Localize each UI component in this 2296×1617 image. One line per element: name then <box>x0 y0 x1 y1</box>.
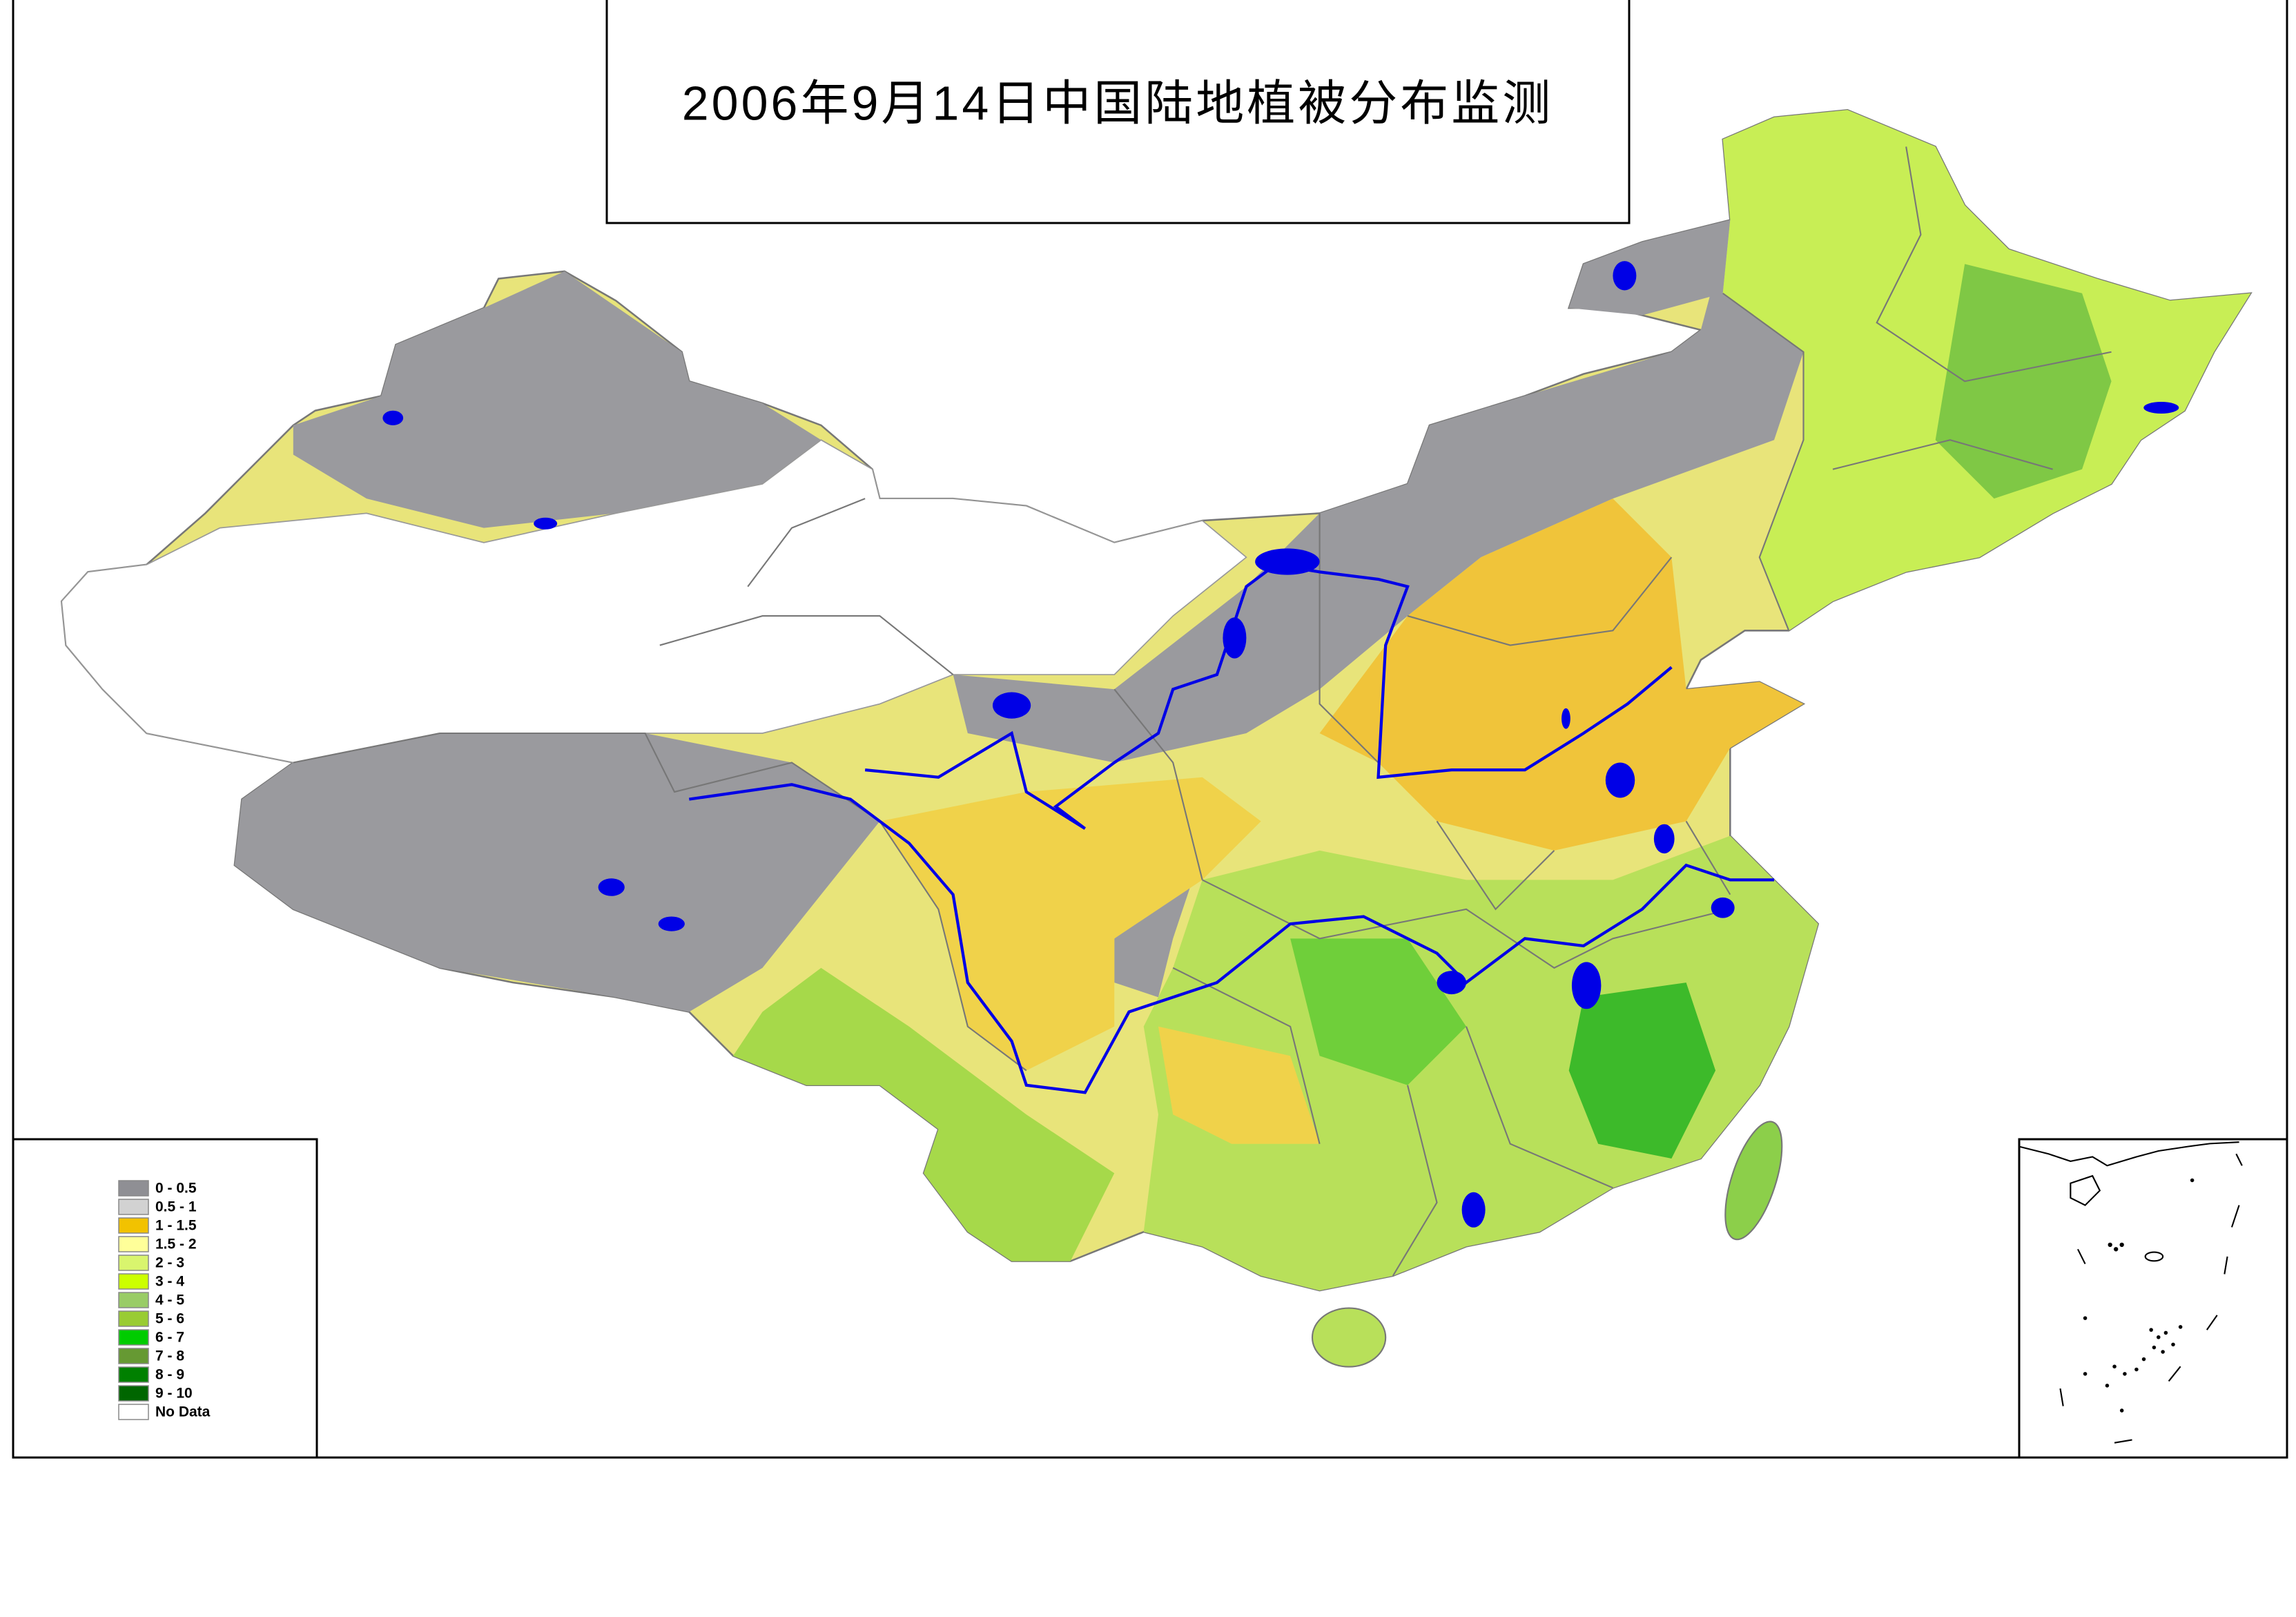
legend-label: 4 - 5 <box>155 1292 184 1308</box>
inset-islets <box>2083 1178 2195 1413</box>
lake <box>382 410 404 425</box>
lake <box>2143 401 2179 414</box>
low-vegetation <box>879 777 1261 1071</box>
legend-swatch <box>118 1366 149 1383</box>
legend-label: 7 - 8 <box>155 1348 184 1364</box>
dense-vegetation <box>1290 938 1466 1085</box>
legend: 0 - 0.5 0.5 - 1 1 - 1.5 1.5 - 2 2 - 3 3 - 4 4 … <box>118 1180 211 1420</box>
sparse-vegetation <box>1568 220 1731 316</box>
legend-label: 1.5 - 2 <box>155 1237 197 1252</box>
hainan <box>1311 1307 1387 1368</box>
inset-map <box>2018 1141 2243 1444</box>
lake <box>1711 897 1735 918</box>
no-data-area <box>61 439 1247 764</box>
inset-boundary <box>2224 1256 2228 1275</box>
legend-swatch <box>118 1236 149 1252</box>
legend-swatch <box>118 1385 149 1402</box>
legend-swatch <box>118 1310 149 1327</box>
taiwan <box>1724 1121 1783 1241</box>
inset-island <box>2144 1251 2164 1262</box>
legend-label: 0.5 - 1 <box>155 1199 197 1215</box>
lake <box>1653 824 1675 854</box>
china-map <box>60 108 2253 1368</box>
legend-label: 9 - 10 <box>155 1386 193 1402</box>
legend-label: 3 - 4 <box>155 1274 184 1290</box>
inset-boundary <box>2114 1439 2132 1444</box>
legend-label: 8 - 9 <box>155 1367 184 1383</box>
inset-boundary <box>2235 1153 2243 1166</box>
yellow-river <box>864 563 1673 830</box>
dense-vegetation <box>1568 982 1716 1159</box>
lake <box>1605 762 1635 798</box>
lake <box>1562 708 1570 729</box>
dense-vegetation <box>1935 264 2112 499</box>
legend-label: 5 - 6 <box>155 1311 184 1327</box>
low-vegetation <box>1319 498 1804 851</box>
inset-boundary <box>2230 1205 2240 1228</box>
lakes <box>382 261 2179 1228</box>
legend-swatch <box>118 1329 149 1346</box>
lake <box>658 916 685 931</box>
inset-boundary <box>2059 1388 2064 1406</box>
legend-swatch <box>118 1217 149 1234</box>
legend-swatch <box>118 1348 149 1364</box>
lake <box>1613 261 1637 291</box>
yangtze-river <box>688 783 1775 1094</box>
inset-boundary <box>2168 1366 2181 1382</box>
lake <box>1437 971 1466 995</box>
legend-label: 1 - 1.5 <box>155 1218 197 1234</box>
inset-island <box>2070 1174 2101 1206</box>
legend-label: No Data <box>155 1404 211 1420</box>
inset-coast <box>2018 1141 2239 1167</box>
legend-swatch <box>118 1199 149 1215</box>
lake <box>1571 962 1602 1009</box>
legend-box <box>12 1138 318 1459</box>
lake <box>1223 617 1247 659</box>
sparse-vegetation <box>293 271 821 528</box>
title-box <box>605 0 1631 224</box>
inset-boundary <box>2206 1315 2218 1330</box>
lake <box>1461 1192 1486 1228</box>
legend-swatch <box>118 1404 149 1420</box>
legend-label: 0 - 0.5 <box>155 1181 197 1197</box>
lake <box>992 692 1031 719</box>
moderate-vegetation <box>733 967 1115 1261</box>
province-borders <box>293 146 2112 1277</box>
inset-box <box>2018 1138 2288 1459</box>
lake <box>1255 548 1320 575</box>
rivers <box>688 563 1775 1094</box>
legend-label: 2 - 3 <box>155 1255 184 1271</box>
map-frame <box>12 0 2288 1459</box>
lake <box>534 517 558 530</box>
inset-boundary <box>2077 1248 2086 1265</box>
legend-swatch <box>118 1273 149 1290</box>
legend-swatch <box>118 1255 149 1271</box>
legend-label: 6 - 7 <box>155 1330 184 1346</box>
legend-swatch <box>118 1180 149 1197</box>
map-title: 2006年9月14日中国陆地植被分布监测 <box>682 76 1554 130</box>
low-vegetation <box>1158 1026 1320 1144</box>
legend-swatch <box>118 1292 149 1308</box>
lake <box>598 878 625 896</box>
sparse-vegetation <box>234 733 880 1012</box>
